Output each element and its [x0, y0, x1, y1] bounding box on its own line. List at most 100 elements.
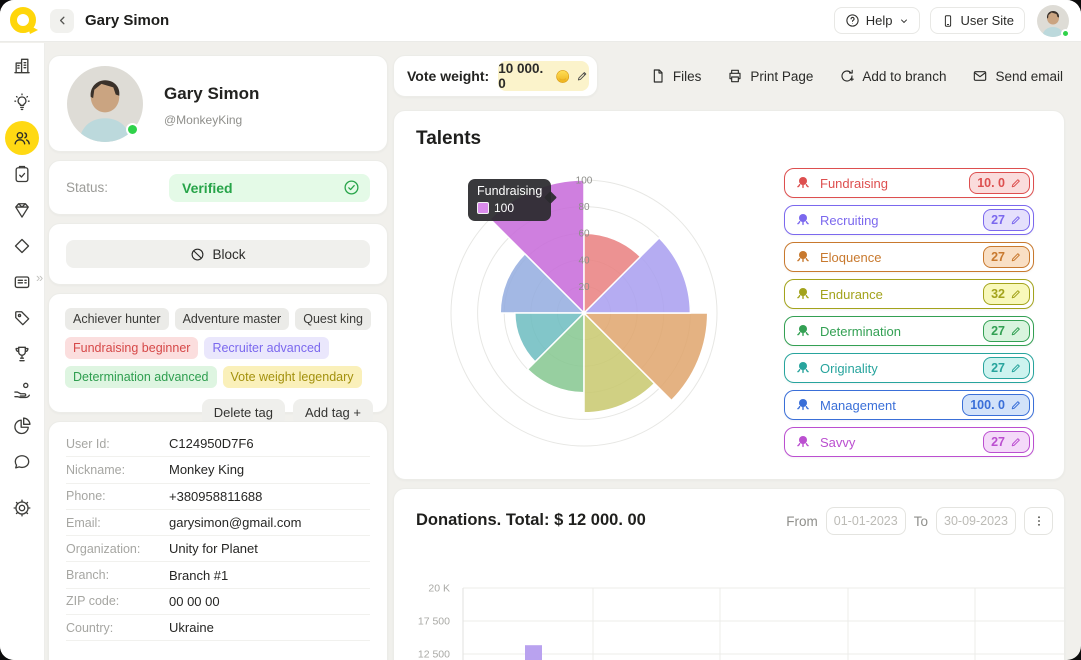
- files-button[interactable]: Files: [650, 68, 702, 84]
- block-button[interactable]: Block: [66, 240, 370, 268]
- legend-value-badge[interactable]: 100. 0: [962, 394, 1030, 416]
- svg-text:60: 60: [578, 229, 590, 240]
- tooltip-label: Fundraising: [477, 184, 543, 198]
- coin-icon: [556, 69, 570, 83]
- donations-menu-button[interactable]: [1024, 507, 1053, 535]
- legend-value-badge[interactable]: 27: [983, 209, 1030, 231]
- svg-text:20 K: 20 K: [428, 583, 450, 595]
- sidebar-item-gems[interactable]: [5, 193, 39, 227]
- legend-label: Management: [820, 397, 896, 413]
- tag-chip[interactable]: Vote weight legendary: [222, 366, 362, 388]
- svg-text:100: 100: [576, 176, 593, 187]
- user-details-card: User Id: C124950D7F6 Nickname: Monkey King…: [48, 421, 388, 660]
- from-label: From: [786, 513, 818, 529]
- legend-row-eloquence[interactable]: Eloquence 27: [784, 242, 1034, 272]
- from-date-input[interactable]: [825, 507, 906, 535]
- legend-row-savvy[interactable]: Savvy 27: [784, 427, 1034, 457]
- sidebar-item-settings[interactable]: [5, 491, 39, 525]
- kebab-menu-icon: [1037, 516, 1040, 526]
- detail-row: Phone: +380958811688: [66, 484, 370, 510]
- top-bar: Gary Simon Help User Site: [0, 0, 1081, 42]
- legend-row-fundraising[interactable]: Fundraising 10. 0: [784, 168, 1034, 198]
- legend-value: 27: [991, 435, 1005, 449]
- legend-value-badge[interactable]: 27: [983, 246, 1030, 268]
- legend-row-endurance[interactable]: Endurance 32: [784, 279, 1034, 309]
- tag-chip[interactable]: Recruiter advanced: [204, 337, 329, 359]
- tag-chip[interactable]: Quest king: [295, 308, 371, 330]
- profile-handle: @MonkeyKing: [164, 113, 243, 127]
- legend-value-badge[interactable]: 27: [983, 431, 1030, 453]
- user-avatar[interactable]: [1037, 4, 1070, 38]
- sidebar-item-analytics[interactable]: [5, 409, 39, 443]
- add-to-branch-button[interactable]: Add to branch: [839, 68, 946, 84]
- tag-chip[interactable]: Achiever hunter: [65, 308, 169, 330]
- print-page-button[interactable]: Print Page: [727, 68, 813, 84]
- app-logo-icon[interactable]: [8, 5, 40, 37]
- sidebar-item-tags[interactable]: [5, 301, 39, 335]
- detail-row: Nickname: Monkey King: [66, 457, 370, 484]
- help-button[interactable]: Help: [833, 7, 920, 34]
- legend-value-badge[interactable]: 10. 0: [969, 172, 1030, 194]
- block-card: Block: [48, 223, 388, 285]
- legend-value: 32: [991, 287, 1005, 301]
- legend-row-recruiting[interactable]: Recruiting 27: [784, 205, 1034, 235]
- legend-label: Determination: [820, 323, 901, 339]
- detail-row: Email: garysimon@gmail.com: [66, 510, 370, 537]
- avatar-image: [1037, 4, 1069, 37]
- legend-value: 100. 0: [970, 398, 1005, 412]
- tag-chip[interactable]: Fundraising beginner: [65, 337, 199, 359]
- detail-row: User Id: C124950D7F6: [66, 431, 370, 458]
- sidebar-item-achievements[interactable]: [5, 229, 39, 263]
- talents-title: Talents: [416, 128, 482, 149]
- sidebar-item-tasks[interactable]: [5, 157, 39, 191]
- vote-weight-badge[interactable]: 10 000. 0: [498, 61, 589, 91]
- sidebar-item-organization[interactable]: [5, 49, 39, 83]
- back-button[interactable]: [50, 8, 74, 33]
- block-label: Block: [212, 246, 246, 262]
- tag-chip[interactable]: Adventure master: [174, 308, 290, 330]
- user-site-button[interactable]: User Site: [929, 7, 1025, 34]
- chat-bubble-icon: [14, 455, 30, 469]
- tooltip-value: 100: [494, 201, 515, 215]
- detail-value: +380958811688: [169, 488, 263, 504]
- profile-avatar: [67, 66, 143, 142]
- talent-medal-icon: [797, 362, 809, 374]
- legend-value-badge[interactable]: 27: [983, 357, 1030, 379]
- talents-polar-chart[interactable]: 20 40 60 80 100: [434, 163, 734, 463]
- tooltip-swatch: [477, 202, 489, 214]
- detail-value: C124950D7F6: [169, 436, 254, 452]
- print-page-label: Print Page: [750, 68, 814, 84]
- legend-row-management[interactable]: Management 100. 0: [784, 390, 1034, 420]
- sidebar-item-users[interactable]: [5, 121, 39, 155]
- legend-label: Originality: [820, 360, 878, 376]
- online-status-dot: [1061, 28, 1070, 38]
- profile-name: Gary Simon: [164, 84, 260, 103]
- edit-pencil-icon[interactable]: [576, 69, 589, 83]
- legend-value: 27: [991, 361, 1005, 375]
- legend-label: Recruiting: [820, 212, 879, 228]
- sidebar-item-chat[interactable]: [5, 445, 39, 479]
- to-date-input[interactable]: [936, 507, 1016, 535]
- sidebar-item-referrals[interactable]: [5, 373, 39, 407]
- send-email-button[interactable]: Send email: [972, 68, 1063, 84]
- legend-value-badge[interactable]: 27: [983, 320, 1030, 342]
- legend-value-badge[interactable]: 32: [983, 283, 1030, 305]
- sidebar-item-trophies[interactable]: [5, 337, 39, 371]
- pie-chart-icon: [14, 417, 31, 435]
- status-card: Status: Verified: [48, 160, 388, 215]
- sidebar-expander[interactable]: »: [36, 270, 44, 285]
- users-icon: [14, 131, 30, 145]
- legend-label: Savvy: [820, 434, 856, 450]
- tag-chip[interactable]: Determination advanced: [65, 366, 217, 388]
- files-label: Files: [672, 68, 702, 84]
- sidebar-item-ideas[interactable]: [5, 85, 39, 119]
- sidebar-item-news[interactable]: [5, 265, 39, 299]
- edit-pencil-icon: [1011, 401, 1020, 410]
- check-circle-icon: [344, 180, 359, 195]
- chevron-down-icon: [900, 19, 907, 23]
- donations-bar-chart[interactable]: 20 K 17 500 12 500: [394, 574, 1066, 660]
- talent-medal-icon: [797, 251, 809, 263]
- legend-row-originality[interactable]: Originality 27: [784, 353, 1034, 383]
- legend-row-determination[interactable]: Determination 27: [784, 316, 1034, 346]
